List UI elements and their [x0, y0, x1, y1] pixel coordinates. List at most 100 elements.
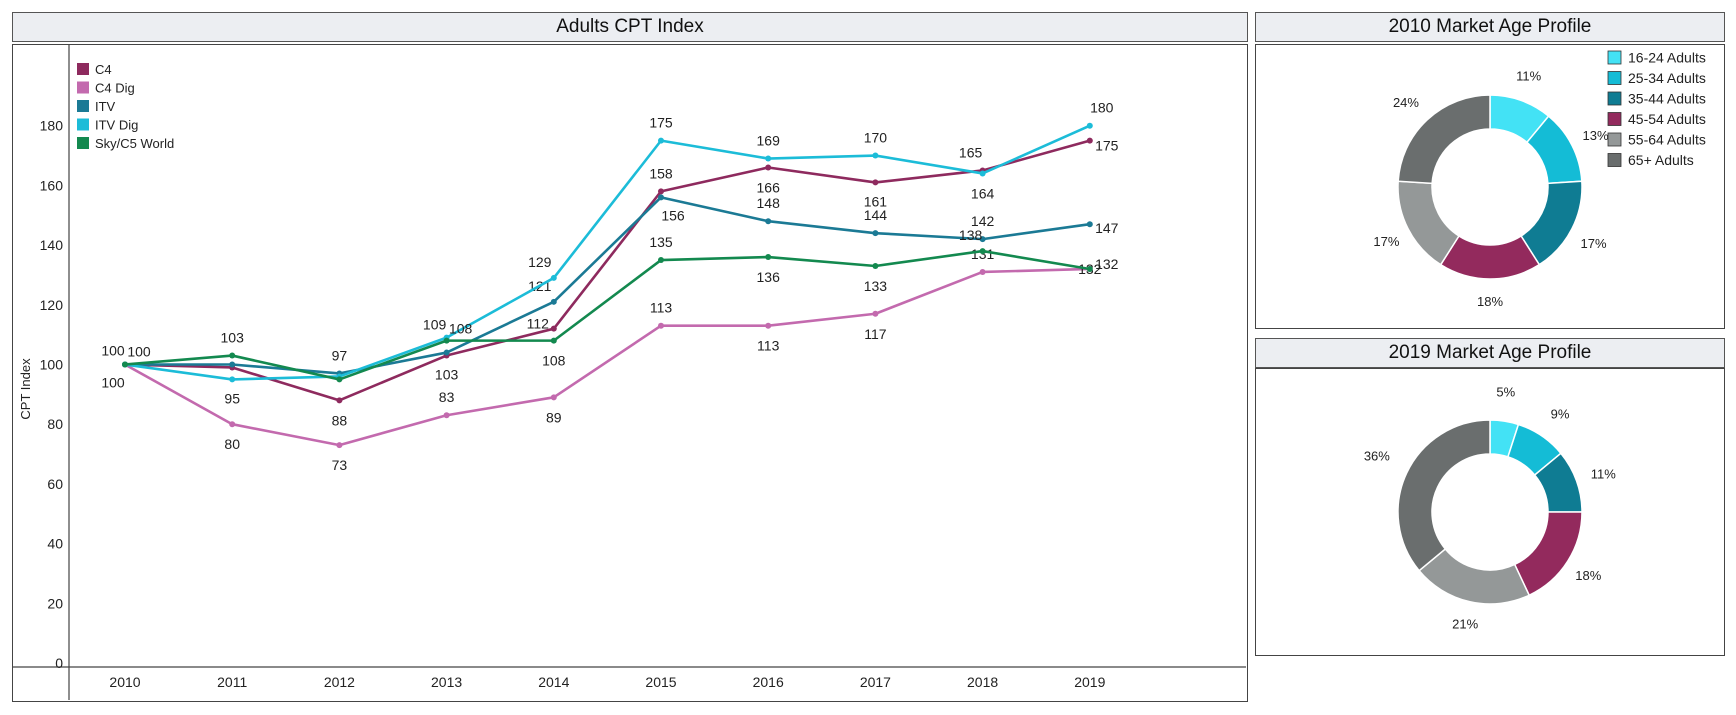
data-point — [979, 268, 986, 275]
donut-slice-45-54-adults — [1513, 511, 1583, 597]
legend-label: 16-24 Adults — [1628, 50, 1706, 66]
legend-swatch — [77, 81, 89, 94]
donut-2019-title: 2019 Market Age Profile — [1255, 338, 1725, 368]
data-point — [550, 298, 557, 305]
data-point — [765, 155, 772, 162]
legend-label: 45-54 Adults — [1628, 111, 1706, 127]
data-label: 180 — [1090, 100, 1114, 116]
legend-label: 65+ Adults — [1628, 152, 1694, 168]
data-point — [443, 349, 450, 356]
data-label: 113 — [757, 338, 780, 354]
x-tick-label: 2012 — [324, 674, 355, 690]
legend-label: 25-34 Adults — [1628, 70, 1706, 86]
data-label: 165 — [959, 144, 983, 160]
data-label: 158 — [649, 165, 673, 181]
data-point — [979, 248, 986, 255]
data-point — [765, 164, 772, 171]
y-tick-label: 80 — [47, 416, 63, 432]
data-point — [443, 337, 450, 344]
x-tick-label: 2010 — [109, 674, 140, 690]
data-label: 164 — [971, 185, 995, 201]
data-label: 175 — [649, 115, 673, 131]
data-point — [443, 412, 450, 419]
data-label: 135 — [649, 234, 673, 250]
y-tick-label: 40 — [47, 536, 63, 552]
legend-label: C4 — [95, 62, 112, 77]
data-point — [658, 257, 664, 264]
series-line-c4 — [124, 139, 1091, 402]
data-label: 156 — [661, 207, 685, 223]
legend-label: 35-44 Adults — [1628, 91, 1706, 107]
legend-label: ITV — [95, 99, 116, 114]
data-point — [872, 152, 879, 159]
data-point — [550, 325, 557, 332]
data-point — [1086, 137, 1093, 144]
donut-chart-2010: 11% 13% 17% 18% 17% 24% 16-24 Adults 25-34 Adul… — [1373, 50, 1706, 310]
data-label: 95 — [224, 390, 240, 406]
data-label: 108 — [449, 321, 473, 337]
donut-2010-title: 2010 Market Age Profile — [1255, 12, 1725, 42]
data-label: 169 — [757, 133, 781, 149]
x-tick-label: 2018 — [967, 674, 998, 690]
legend-swatch — [1607, 91, 1622, 106]
data-point — [765, 218, 772, 225]
data-point — [658, 188, 664, 195]
donut-slice-65-adults — [1397, 419, 1491, 572]
slice-label: 17% — [1373, 234, 1399, 249]
data-point — [1086, 265, 1093, 272]
x-tick-label: 2017 — [860, 674, 891, 690]
slice-label: 36% — [1364, 448, 1390, 463]
data-point — [550, 394, 557, 401]
line-chart-title: Adults CPT Index — [12, 12, 1248, 42]
series-line-sky-c5-world — [124, 249, 1091, 381]
data-label: 136 — [757, 269, 781, 285]
data-point — [979, 170, 986, 177]
data-label: 133 — [864, 278, 888, 294]
legend-label: C4 Dig — [95, 81, 135, 96]
y-tick-label: 0 — [55, 655, 63, 671]
data-point — [658, 322, 664, 329]
data-label: 113 — [650, 300, 673, 316]
data-label: 100 — [101, 343, 125, 359]
y-tick-label: 100 — [40, 357, 64, 373]
x-tick-label: 2015 — [645, 674, 676, 690]
data-label: 100 — [127, 344, 151, 360]
legend-swatch — [77, 137, 89, 149]
data-point — [336, 397, 343, 404]
data-label: 97 — [332, 347, 348, 363]
data-label: 166 — [757, 179, 781, 195]
legend-swatch — [77, 118, 89, 131]
data-label: 175 — [1095, 138, 1119, 154]
data-point — [658, 137, 664, 144]
data-point — [229, 361, 236, 368]
data-label: 148 — [757, 195, 781, 211]
data-point — [550, 337, 557, 344]
legend-label: ITV Dig — [95, 118, 138, 133]
data-label: 109 — [423, 317, 447, 333]
y-tick-label: 140 — [40, 237, 64, 253]
legend-swatch — [1607, 50, 1622, 65]
y-tick-label: 160 — [40, 177, 64, 193]
legend-swatch — [1607, 71, 1622, 85]
data-point — [872, 262, 879, 269]
y-tick-label: 20 — [47, 595, 63, 611]
slice-label: 18% — [1477, 294, 1503, 309]
data-point — [550, 274, 557, 281]
data-label: 170 — [864, 130, 888, 146]
data-point — [872, 310, 879, 317]
series-line-c4-dig — [124, 267, 1090, 447]
data-label: 117 — [864, 326, 887, 342]
data-point — [765, 322, 772, 329]
data-point — [872, 179, 879, 186]
data-label: 83 — [439, 389, 455, 405]
y-tick-label: 60 — [47, 476, 63, 492]
data-point — [765, 254, 772, 261]
x-tick-label: 2016 — [753, 674, 784, 690]
slice-label: 11% — [1516, 69, 1541, 84]
slice-label: 5% — [1496, 384, 1515, 399]
slice-label: 24% — [1393, 95, 1419, 110]
data-label: 142 — [971, 213, 995, 229]
data-point — [229, 352, 236, 359]
data-label: 88 — [332, 412, 348, 428]
data-label: 108 — [542, 353, 566, 369]
